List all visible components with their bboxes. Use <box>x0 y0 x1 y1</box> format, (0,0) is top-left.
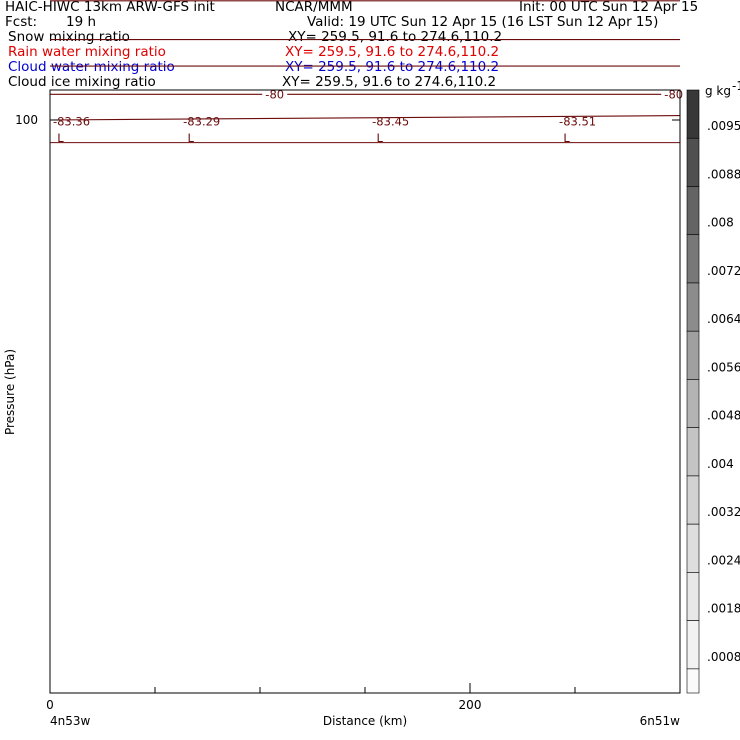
colorbar-swatch <box>686 523 700 573</box>
chart-title: HAIC-HIWC 13km ARW-GFS init <box>5 0 215 15</box>
contour-lines <box>49 0 681 144</box>
init-time: Init: 00 UTC Sun 12 Apr 15 <box>519 0 699 15</box>
y-axis-title: Pressure (hPa) <box>3 349 17 435</box>
field-cloudice-name: Cloud ice mixing ratio <box>8 74 156 90</box>
colorbar-label: .004 <box>707 457 734 471</box>
colorbar-swatch <box>686 186 700 236</box>
colorbar-label: .008 <box>707 216 734 230</box>
field-cloudwater-xy: XY= 259.5, 91.6 to 274.6,110.2 <box>285 59 500 75</box>
colorbar-swatch <box>686 330 700 380</box>
colorbar-swatch <box>686 282 700 332</box>
colorbar-unit: g kg <box>705 84 731 98</box>
field-snow-xy: XY= 259.5, 91.6 to 274.6,110.2 <box>288 29 503 45</box>
colorbar-swatch <box>686 620 700 670</box>
colorbar-label: .0032 <box>707 505 740 519</box>
colorbar-swatch <box>686 234 700 284</box>
colorbar-label: .0056 <box>707 360 740 374</box>
low-marker-label: L <box>376 131 383 145</box>
temperature-label: -80 <box>664 87 683 101</box>
colorbar-swatch <box>686 668 700 694</box>
colorbar-label: .0088 <box>707 167 740 181</box>
field-snow-name: Snow mixing ratio <box>8 29 130 45</box>
low-marker-label: L <box>187 131 194 145</box>
colorbar: .0095 .0088 .008 .0072 .0064 .0056 .0048 .004 .0… <box>686 79 740 694</box>
colorbar-label: .0072 <box>707 264 740 278</box>
colorbar-label: .0048 <box>707 409 740 423</box>
y-tick-label: 100 <box>15 113 38 127</box>
low-value-label: -83.36 <box>53 115 90 129</box>
colorbar-label: .0018 <box>707 602 740 616</box>
colorbar-swatch <box>686 427 700 477</box>
colorbar-label: .0095 <box>707 119 740 133</box>
low-value-label: -83.51 <box>559 115 596 129</box>
contour-labels: -80-80-50-50-40-40-30-30-20-20-10-100010… <box>53 87 687 145</box>
plot-frame <box>49 89 681 694</box>
field-rain-name: Rain water mixing ratio <box>8 44 166 60</box>
forecast-hour-label: Fcst: <box>5 14 38 30</box>
axes: 10020030040050060070080090010000200 <box>15 113 681 712</box>
field-cloudwater-name: Cloud water mixing ratio <box>8 59 175 75</box>
colorbar-label: .0008 <box>707 650 740 664</box>
contour-line <box>49 115 681 121</box>
colorbar-unit-exponent: -1 <box>732 79 740 93</box>
colorbar-swatch <box>686 475 700 525</box>
forecast-hour-value: 19 h <box>66 14 97 30</box>
field-rain-xy: XY= 259.5, 91.6 to 274.6,110.2 <box>285 44 500 60</box>
low-value-label: -83.29 <box>183 115 220 129</box>
x-axis-title: Distance (km) <box>323 714 407 728</box>
field-cloudice-xy: XY= 259.5, 91.6 to 274.6,110.2 <box>282 74 497 90</box>
valid-time: Valid: 19 UTC Sun 12 Apr 15 (16 LST Sun … <box>307 14 659 30</box>
colorbar-swatch <box>686 379 700 428</box>
low-marker-label: L <box>563 131 570 145</box>
colorbar-label: .0024 <box>707 553 740 567</box>
org-label: NCAR/MMM <box>275 0 353 15</box>
x-tick-label: 0 <box>46 698 54 712</box>
colorbar-label: .0064 <box>707 312 740 326</box>
low-marker-label: L <box>57 131 64 145</box>
endpoint-left-label: 4n53w <box>50 714 91 728</box>
colorbar-swatch <box>686 572 700 621</box>
colorbar-swatch <box>686 89 700 139</box>
colorbar-swatch <box>686 137 700 187</box>
x-tick-label: 200 <box>459 698 482 712</box>
low-value-label: -83.45 <box>372 115 409 129</box>
temperature-label: -80 <box>265 87 284 101</box>
endpoint-right-label: 6n51w <box>640 714 681 728</box>
